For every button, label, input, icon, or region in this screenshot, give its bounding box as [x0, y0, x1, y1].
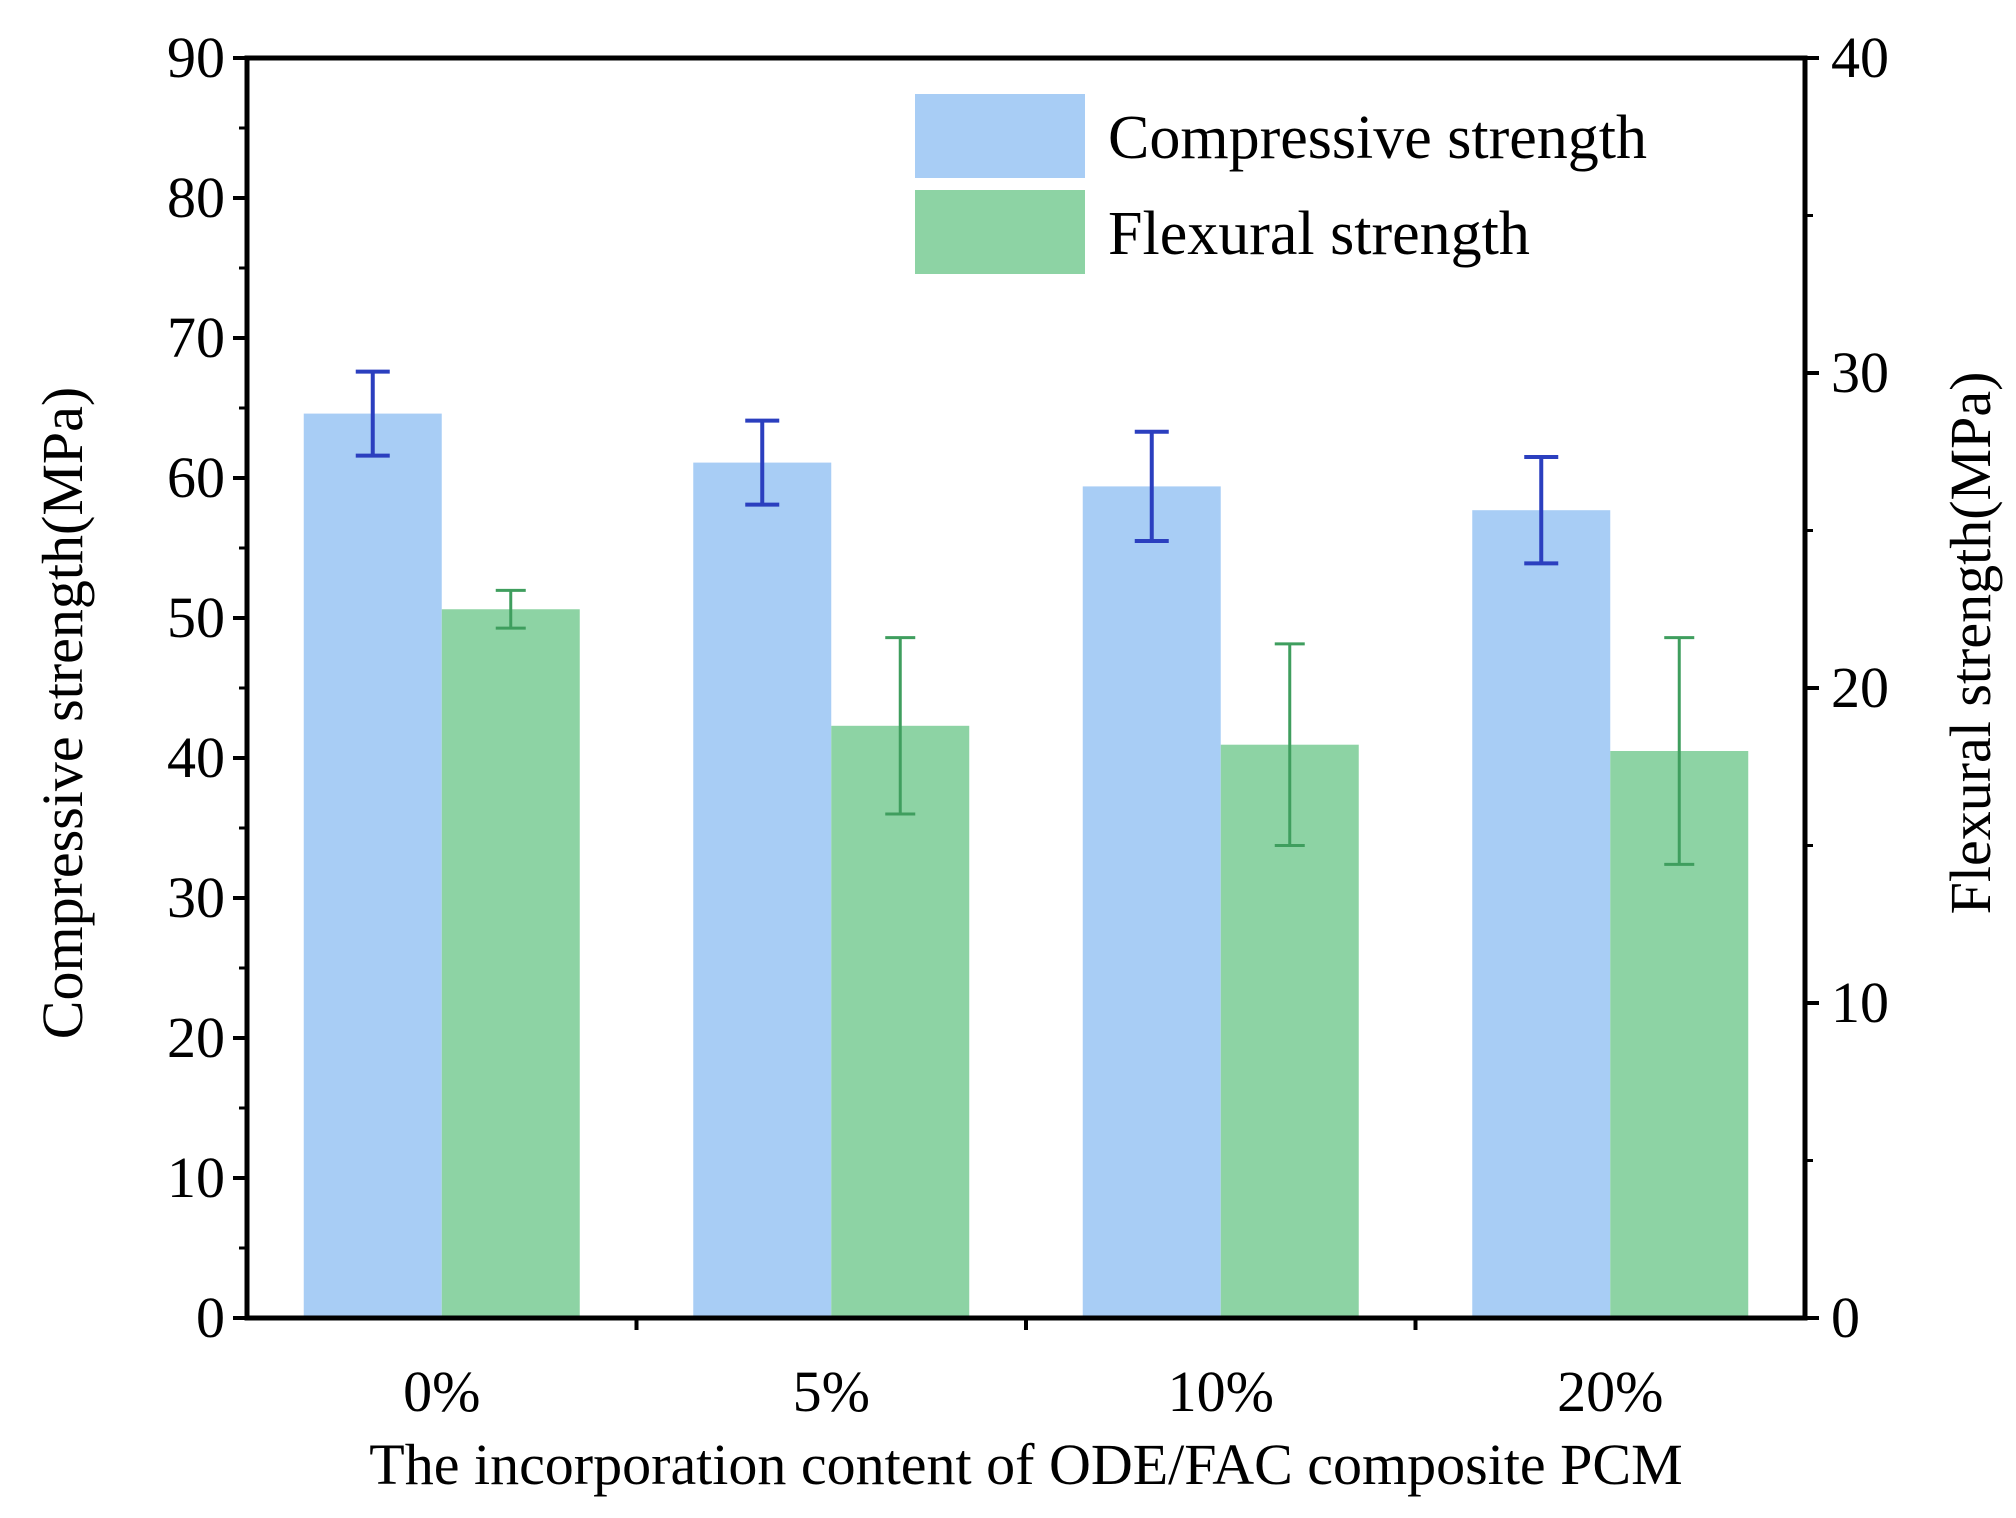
error-bar-flexural-2	[1274, 642, 1305, 847]
bar-compressive-1	[693, 462, 832, 1319]
right-tick-label: 30	[1831, 340, 1889, 405]
x-tick-label: 5%	[793, 1359, 870, 1424]
bar-compressive-0	[303, 413, 442, 1319]
bar-flexural-0	[441, 609, 580, 1318]
x-axis: 0% 5% 10% 20%	[403, 1318, 1663, 1424]
error-bar-flexural-1	[885, 636, 916, 816]
x-tick-label: 20%	[1557, 1359, 1663, 1424]
legend-label-flexural: Flexural strength	[1108, 200, 1530, 268]
left-tick-label: 20	[167, 1005, 225, 1070]
left-tick-label: 30	[167, 865, 225, 930]
right-axis: 0 10 20 30 40	[1805, 25, 1889, 1350]
left-axis-title: Compressive strength(MPa)	[30, 387, 95, 1039]
left-tick-label: 80	[167, 165, 225, 230]
error-bar-compressive-3	[1524, 455, 1559, 566]
x-tick-label: 0%	[403, 1359, 480, 1424]
x-axis-title: The incorporation content of ODE/FAC com…	[369, 1432, 1682, 1497]
error-bars-layer	[355, 369, 1695, 866]
bar-flexural-1	[831, 725, 970, 1318]
legend-swatch-compressive	[915, 94, 1085, 178]
right-tick-label: 10	[1831, 970, 1889, 1035]
left-tick-label: 0	[196, 1285, 225, 1350]
x-tick-label: 10%	[1168, 1359, 1274, 1424]
left-tick-label: 40	[167, 725, 225, 790]
bar-compressive-3	[1472, 510, 1611, 1318]
right-axis-title: Flexural strength(MPa)	[1938, 372, 2003, 915]
left-tick-label: 90	[167, 25, 225, 90]
right-tick-label: 20	[1831, 655, 1889, 720]
bars-layer	[303, 413, 1749, 1319]
error-bar-compressive-2	[1134, 429, 1169, 543]
left-tick-label: 60	[167, 445, 225, 510]
right-tick-label: 0	[1831, 1285, 1860, 1350]
legend-swatch-flexural	[915, 190, 1085, 274]
right-tick-label: 40	[1831, 25, 1889, 90]
error-bar-compressive-0	[355, 369, 390, 458]
left-tick-label: 70	[167, 305, 225, 370]
bar-compressive-2	[1082, 486, 1221, 1318]
error-bar-flexural-3	[1664, 636, 1695, 866]
left-tick-label: 50	[167, 585, 225, 650]
error-bar-compressive-1	[745, 418, 780, 507]
left-tick-label: 10	[167, 1145, 225, 1210]
legend-label-compressive: Compressive strength	[1108, 104, 1647, 172]
error-bar-flexural-0	[495, 588, 526, 630]
legend: Compressive strength Flexural strength	[915, 94, 1647, 274]
left-axis: 0 10 20 30 40 50 60 70 80 90	[167, 25, 247, 1350]
